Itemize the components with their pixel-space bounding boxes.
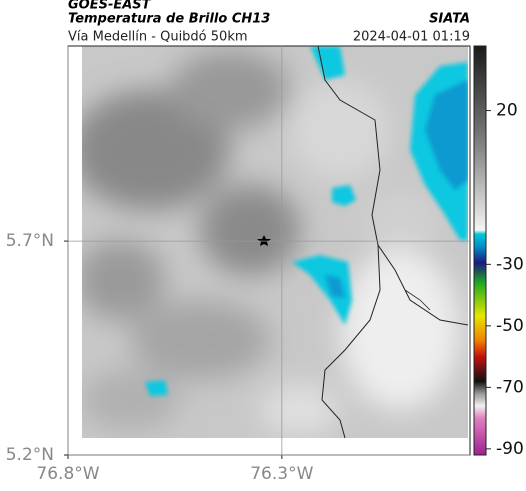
product: Temperatura de Brillo CH13 bbox=[68, 12, 270, 27]
region: Vía Medellín - Quibdó 50km bbox=[68, 30, 248, 45]
mission: GOES-EAST bbox=[68, 0, 152, 13]
colorbar-tick-label: -30 bbox=[496, 254, 524, 274]
lat-tick-label: 5.2°N bbox=[6, 445, 54, 465]
location-star bbox=[257, 235, 271, 246]
lat-tick-label: 5.7°N bbox=[6, 231, 54, 251]
satellite-image bbox=[82, 46, 468, 438]
datetime: 2024-04-01 01:19 bbox=[353, 30, 470, 45]
colorbar-tick-label: -90 bbox=[496, 439, 524, 459]
colorbar bbox=[473, 45, 487, 456]
colorbar-tick-label: -70 bbox=[496, 377, 524, 397]
colorbar-tick-label: 20 bbox=[496, 101, 518, 121]
lon-tick-label: 76.8°W bbox=[36, 464, 99, 484]
lon-tick-label: 76.3°W bbox=[250, 464, 313, 484]
source: SIATA bbox=[429, 12, 470, 27]
colorbar-tick-label: -50 bbox=[496, 316, 524, 336]
